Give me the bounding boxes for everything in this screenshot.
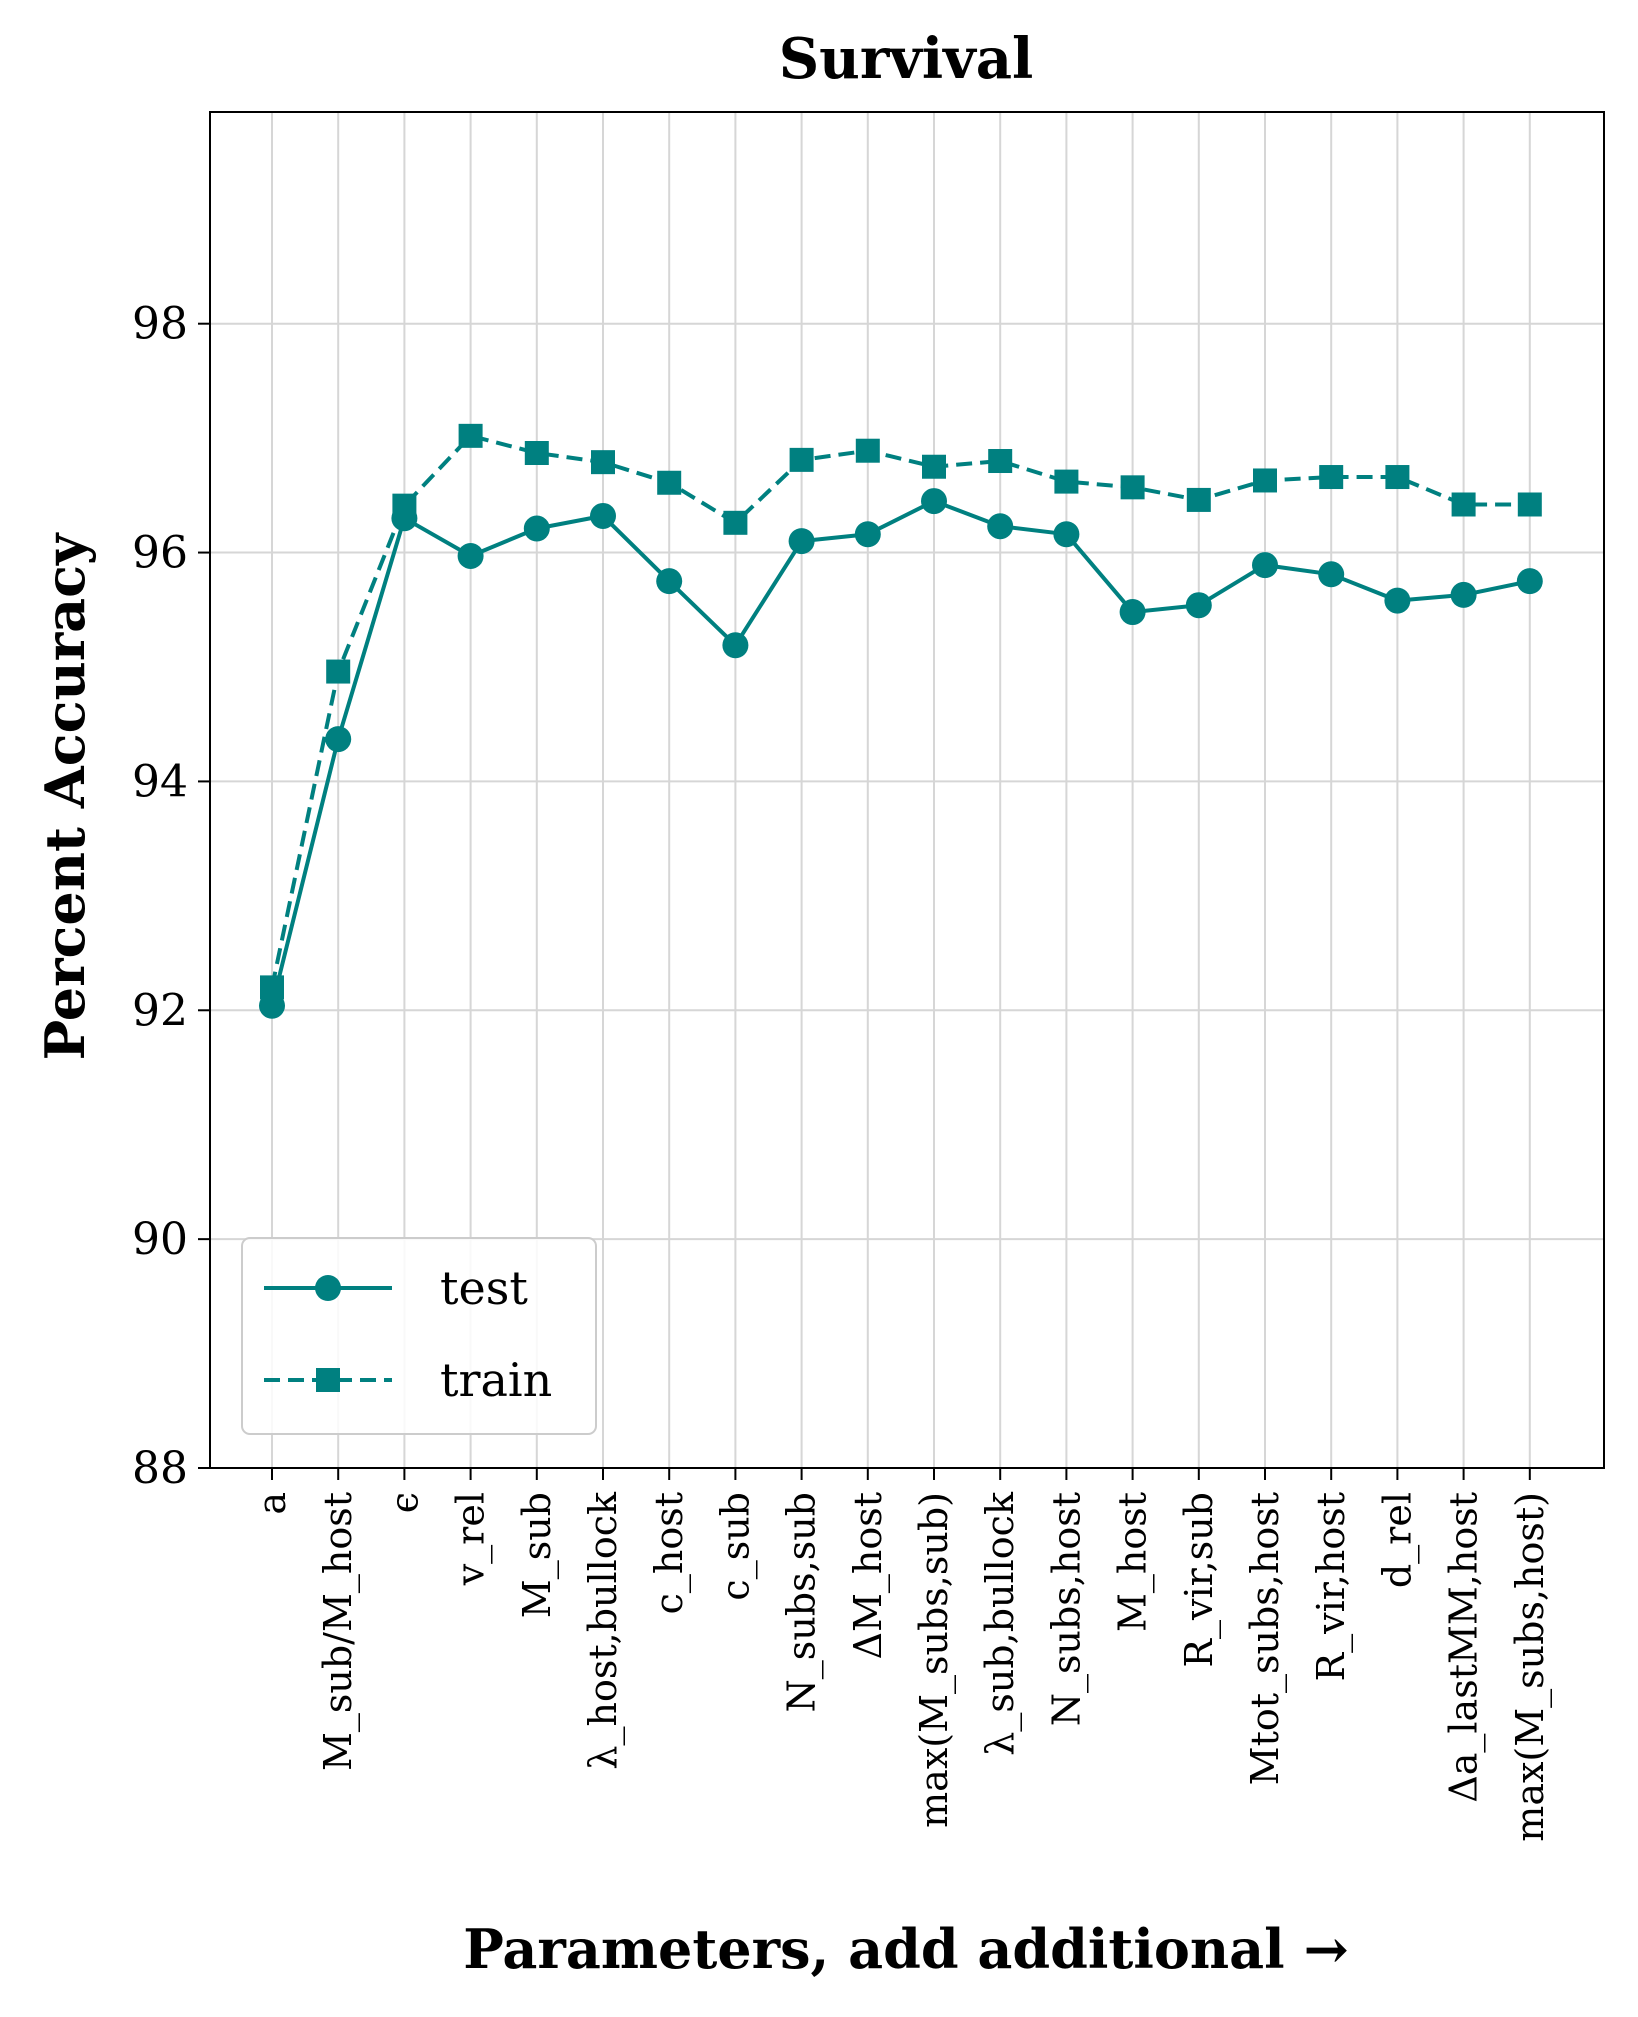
x-tick-label: v_rel	[449, 1492, 494, 1586]
data-point-train	[1186, 487, 1211, 512]
data-point-train	[524, 441, 549, 466]
plot-frame	[209, 111, 1605, 1469]
data-point-test	[656, 568, 683, 595]
x-axis-label: Parameters, add additional →	[463, 1917, 1348, 1981]
data-point-train	[723, 510, 748, 535]
data-point-train	[260, 975, 284, 1000]
x-tick-label: λ_sub,bullock	[978, 1491, 1023, 1756]
data-point-train	[988, 449, 1013, 474]
x-tick-label: d_rel	[1375, 1492, 1420, 1588]
data-point-test	[1053, 521, 1080, 548]
data-point-train	[326, 659, 351, 684]
data-point-test	[1185, 592, 1212, 619]
x-tick-label: max(M_subs,host)	[1508, 1492, 1553, 1842]
x-tick-label: ΔM_host	[846, 1492, 891, 1659]
data-point-test	[987, 513, 1014, 540]
x-tick-label: a	[250, 1492, 294, 1515]
legend-test-label: test	[440, 1261, 528, 1315]
x-tick-label: M_sub	[515, 1492, 560, 1618]
x-axis: a M_sub/M_host ϵ v_rel M_sub λ_host,bullock c_…	[250, 1468, 1553, 1842]
grid	[210, 112, 1604, 1469]
data-point-train	[1385, 465, 1410, 490]
data-point-train	[922, 454, 946, 479]
data-point-test	[1516, 568, 1543, 595]
x-tick-label: Δa_lastMM,host	[1442, 1492, 1487, 1803]
x-tick-label: c_sub	[713, 1492, 758, 1601]
data-point-test	[523, 515, 550, 542]
data-point-test	[325, 726, 352, 753]
data-point-train	[1517, 492, 1542, 517]
y-axis-label: Percent Accuracy	[33, 532, 97, 1060]
legend-train-marker	[316, 1368, 340, 1392]
data-point-test	[1252, 552, 1278, 579]
data-point-test	[1119, 599, 1146, 626]
data-point-test	[1450, 581, 1477, 608]
x-tick-label: max(M_subs,sub)	[912, 1492, 957, 1828]
y-tick-label: 88	[132, 1443, 188, 1494]
y-tick-label: 98	[132, 299, 188, 350]
legend-test-marker	[315, 1275, 341, 1301]
data-point-test	[722, 632, 749, 659]
data-point-train	[392, 493, 417, 518]
x-tick-label: c_host	[647, 1492, 692, 1614]
data-point-test	[921, 488, 947, 515]
data-point-train	[1319, 465, 1344, 490]
data-point-test	[457, 542, 484, 569]
data-point-test	[590, 502, 616, 529]
y-tick-label: 96	[132, 528, 188, 579]
data-point-test	[854, 521, 881, 548]
legend: test train	[241, 1237, 597, 1435]
series-test	[259, 488, 1543, 1019]
x-tick-label: R_vir,host	[1309, 1492, 1354, 1681]
x-tick-label: R_vir,sub	[1177, 1492, 1222, 1668]
x-tick-label: N_subs,sub	[780, 1492, 825, 1712]
data-point-train	[591, 450, 615, 475]
data-point-train	[789, 447, 814, 472]
x-tick-label: M_sub/M_host	[316, 1492, 361, 1771]
data-point-train	[657, 470, 682, 495]
data-point-train	[855, 438, 880, 463]
data-point-train	[1253, 468, 1277, 493]
x-tick-label: λ_host,bullock	[581, 1491, 626, 1770]
chart-title: Survival	[779, 26, 1034, 92]
x-tick-label: ϵ	[382, 1492, 426, 1513]
x-tick-label: N_subs,host	[1044, 1492, 1089, 1726]
y-axis: 88 90 92 94 96 98	[132, 299, 210, 1494]
data-point-train	[1451, 492, 1476, 517]
y-tick-label: 92	[132, 985, 188, 1036]
legend-train-label: train	[440, 1353, 552, 1407]
data-point-train	[1120, 475, 1145, 500]
data-point-test	[1384, 587, 1411, 614]
data-point-train	[458, 423, 483, 448]
x-tick-label: M_host	[1111, 1492, 1156, 1632]
data-point-train	[1054, 469, 1079, 494]
y-tick-label: 94	[132, 756, 188, 807]
series-train	[260, 423, 1542, 1000]
y-tick-label: 90	[132, 1214, 188, 1265]
data-point-test	[788, 528, 815, 555]
data-point-test	[1318, 561, 1345, 588]
x-tick-label: Mtot_subs,host	[1243, 1492, 1288, 1785]
series-layer	[259, 423, 1543, 1019]
